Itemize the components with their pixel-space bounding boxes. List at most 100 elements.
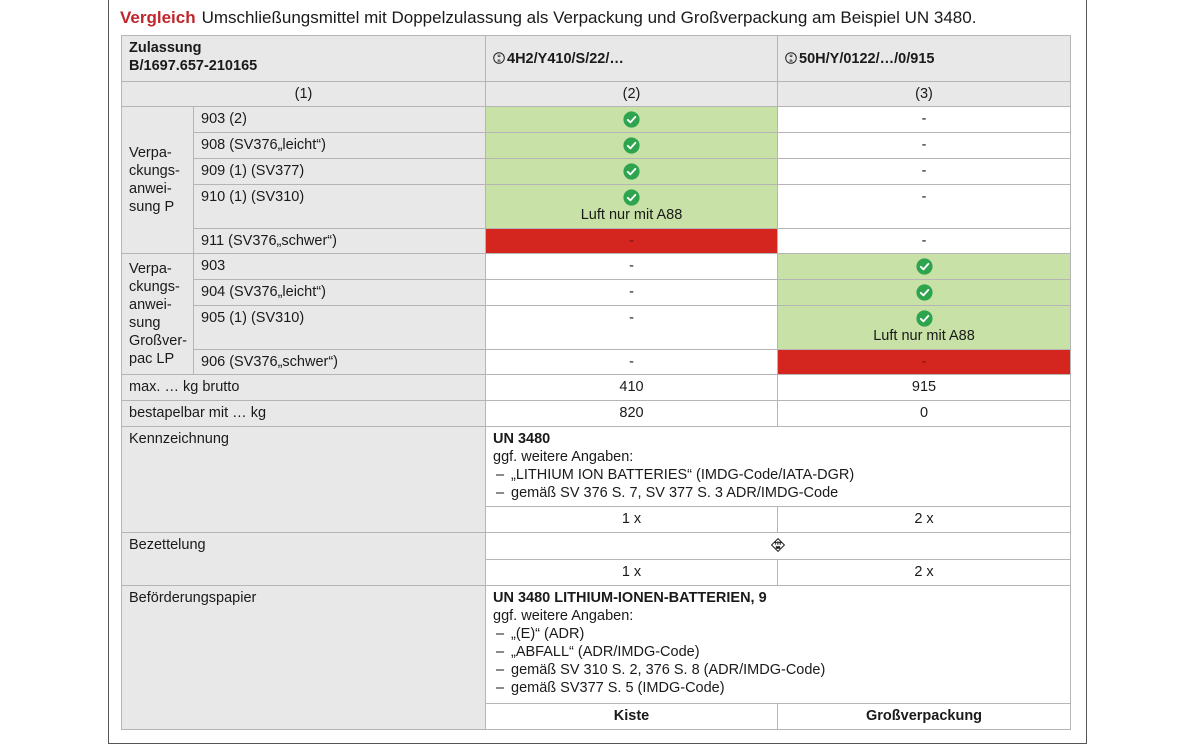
approved-cell <box>777 253 1072 280</box>
col1-number: (1) <box>120 81 487 107</box>
table-row: 905 (1) (SV310) - Luft nur mit A88 <box>122 305 1072 350</box>
value-cell: 2 x <box>777 559 1072 586</box>
table-row: 911 (SV376„schwer“) - - <box>122 228 1072 254</box>
document-frame <box>108 0 1087 744</box>
list-item: gemäß SV 376 S. 7, SV 377 S. 3 ADR/IMDG-… <box>493 484 1063 502</box>
check-icon <box>623 163 640 180</box>
transport-doc-list: „(E)“ (ADR) „ABFALL“ (ADR/IMDG-Code) gem… <box>493 625 1063 697</box>
table-row: 910 (1) (SV310) Luft nur mit A88 - <box>122 184 1072 229</box>
air-note: Luft nur mit A88 <box>580 207 683 223</box>
forbidden-cell: - <box>485 228 779 254</box>
svg-text:n: n <box>497 58 500 63</box>
row-label: Beförderungspapier <box>120 585 487 730</box>
header-row: Zulassung B/1697.657-210165 u n 4H2/Y410/S… <box>120 35 1072 82</box>
row-label: 908 (SV376„leicht“) <box>192 132 487 159</box>
approved-cell: Luft nur mit A88 <box>485 184 779 229</box>
col3-number: (3) <box>777 81 1072 107</box>
check-icon <box>915 284 933 301</box>
svg-text:u: u <box>789 54 792 59</box>
value-cell: - <box>485 349 779 375</box>
col2-code: 4H2/Y410/S/22/… <box>507 50 624 67</box>
col3-code: 50H/Y/0122/…/0/915 <box>799 50 935 67</box>
row-label: 906 (SV376„schwer“) <box>192 349 487 375</box>
row-label: max. … kg brutto <box>120 374 487 401</box>
col2-number: (2) <box>485 81 779 107</box>
row-label: Kennzeichnung <box>120 426 487 533</box>
row-label: 903 <box>192 253 487 280</box>
value-cell: - <box>485 253 779 280</box>
value-cell: 1 x <box>485 506 779 533</box>
marking-sub: ggf. weitere Angaben: <box>493 449 634 465</box>
document-title: Vergleich Umschließungsmittel mit Doppelz… <box>120 8 976 28</box>
approved-cell <box>485 132 779 159</box>
column-number-row: (1) (2) (3) <box>120 81 1072 107</box>
title-keyword: Vergleich <box>120 8 196 27</box>
approved-cell <box>777 279 1072 306</box>
list-item: „ABFALL“ (ADR/IMDG-Code) <box>493 643 1063 661</box>
zulassung-number: B/1697.657-210165 <box>129 58 258 74</box>
approved-cell: Luft nur mit A88 <box>777 305 1072 350</box>
table-row: Beförderungspapier UN 3480 LITHIUM-IONEN… <box>120 585 1072 730</box>
table-row: Kennzeichnung UN 3480 ggf. weitere Angab… <box>120 426 1072 533</box>
zulassung-label: Zulassung <box>129 40 202 56</box>
list-item: „LITHIUM ION BATTERIES“ (IMDG-Code/IATA-… <box>493 466 1063 484</box>
list-item: gemäß SV 310 S. 2, 376 S. 8 (ADR/IMDG-Co… <box>493 661 1063 679</box>
forbidden-cell: - <box>777 349 1072 375</box>
table-row: Verpa-ckungs-anwei-sung P 903 (2) - <box>121 106 1072 254</box>
approved-cell <box>485 158 779 185</box>
value-cell: 1 x <box>485 559 779 586</box>
value-cell: - <box>485 305 779 350</box>
table-row: 908 (SV376„leicht“) - <box>122 132 1072 159</box>
label-icon-cell <box>485 532 1072 560</box>
row-label: 903 (2) <box>192 106 487 133</box>
row-label: 909 (1) (SV377) <box>192 158 487 185</box>
value-cell: 820 <box>485 400 779 427</box>
transport-doc-cell: UN 3480 LITHIUM-IONEN-BATTERIEN, 9 ggf. … <box>485 585 1072 704</box>
value-cell: - <box>777 106 1072 133</box>
footer-row: Kiste Großverpackung <box>122 703 1072 730</box>
table-row: Bezettelung <box>120 532 1072 586</box>
value-cell: 410 <box>485 374 779 401</box>
row-label: 905 (1) (SV310) <box>192 305 487 350</box>
group-lp-label: Verpa-ckungs-anwei-sung Großver-pac LP <box>121 253 194 375</box>
value-cell: - <box>777 132 1072 159</box>
marking-list: „LITHIUM ION BATTERIES“ (IMDG-Code/IATA-… <box>493 466 1063 502</box>
check-icon <box>915 258 933 275</box>
marking-cell: UN 3480 ggf. weitere Angaben: „LITHIUM I… <box>485 426 1072 507</box>
zulassung-cell: Zulassung B/1697.657-210165 <box>120 35 487 82</box>
value-cell: - <box>777 158 1072 185</box>
class-9-battery-label-icon <box>771 538 786 553</box>
table-row: 904 (SV376„leicht“) - <box>122 279 1072 306</box>
check-icon <box>915 310 933 327</box>
approved-cell <box>485 106 779 133</box>
un-packaging-mark-icon: un <box>493 51 505 64</box>
marking-head: UN 3480 <box>493 431 551 447</box>
check-icon <box>623 111 640 128</box>
comparison-table: Zulassung B/1697.657-210165 u n 4H2/Y410/S… <box>120 35 1072 730</box>
table-row: 909 (1) (SV377) - <box>122 158 1072 185</box>
value-cell: - <box>485 279 779 306</box>
transport-doc-head: UN 3480 LITHIUM-IONEN-BATTERIEN, 9 <box>493 590 767 606</box>
value-cell: 0 <box>777 400 1072 427</box>
footer-kiste: Kiste <box>485 703 779 730</box>
svg-text:u: u <box>497 54 500 59</box>
table-row: 1 x 2 x <box>122 559 1072 586</box>
col2-header: u n 4H2/Y410/S/22/… <box>485 35 779 82</box>
row-label: Bezettelung <box>120 532 487 586</box>
value-cell: - <box>777 228 1072 254</box>
row-label: 911 (SV376„schwer“) <box>192 228 487 254</box>
table-row: Verpa-ckungs-anwei-sung Großver-pac LP 90… <box>121 253 1072 375</box>
table-row: 1 x 2 x <box>122 506 1072 533</box>
value-cell: 2 x <box>777 506 1072 533</box>
check-icon <box>623 137 640 154</box>
footer-grossverpackung: Großverpackung <box>777 703 1072 730</box>
row-label: bestapelbar mit … kg <box>120 400 487 427</box>
list-item: gemäß SV377 S. 5 (IMDG-Code) <box>493 679 1063 697</box>
table-row: max. … kg brutto 410 915 <box>120 374 1072 401</box>
check-icon <box>623 189 640 206</box>
table-row: 906 (SV376„schwer“) - - <box>122 349 1072 375</box>
transport-doc-sub: ggf. weitere Angaben: <box>493 608 634 624</box>
value-cell: - <box>777 184 1072 229</box>
group-p-label: Verpa-ckungs-anwei-sung P <box>121 106 194 254</box>
air-note: Luft nur mit A88 <box>873 328 975 344</box>
